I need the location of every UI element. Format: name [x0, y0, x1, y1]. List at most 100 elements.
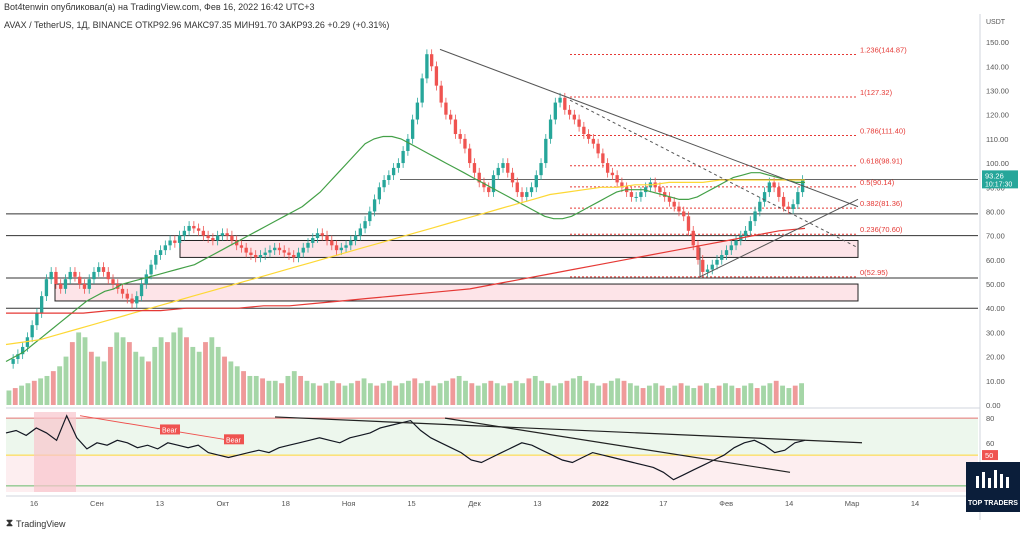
candle-body	[387, 175, 391, 180]
fib-level-label: 0.786(111.40)	[860, 126, 906, 135]
volume-bar	[799, 383, 804, 405]
bear-label-text: Bear	[226, 437, 241, 444]
candle-body	[772, 182, 776, 188]
volume-bar	[678, 383, 684, 405]
price-tick-label: 20.00	[986, 353, 1005, 362]
time-tick-label: 14	[911, 499, 919, 508]
volume-bar	[653, 383, 659, 405]
rsi-tick-label: 80	[986, 414, 994, 423]
rsi-line	[5, 414, 806, 481]
volume-bar	[545, 383, 551, 405]
volume-bar	[222, 356, 227, 405]
volume-bar	[19, 385, 25, 405]
volume-bar	[203, 342, 208, 405]
candle-body	[16, 354, 20, 360]
volume-bar	[76, 332, 82, 405]
candle-body	[420, 78, 424, 103]
price-tick-label: 10.00	[986, 377, 1005, 386]
volume-bar	[704, 383, 709, 405]
candle-body	[620, 182, 624, 188]
rsi-lower-band	[6, 455, 978, 492]
volume-bar	[469, 383, 475, 405]
candle-body	[263, 252, 267, 255]
volume-bar	[456, 375, 462, 405]
volume-bar	[146, 361, 151, 405]
candle-body	[715, 259, 719, 265]
volume-bar	[393, 385, 399, 405]
trendline-rising	[699, 198, 859, 278]
candle-body	[548, 119, 553, 139]
volume-bar	[215, 346, 221, 405]
last-price-text: 93.26	[985, 171, 1004, 180]
candle-body	[510, 172, 515, 183]
candle-body	[239, 245, 244, 248]
candle-body	[349, 240, 353, 246]
volume-bar	[63, 356, 69, 405]
candle-body	[273, 247, 277, 251]
volume-bar	[355, 380, 361, 405]
candle-body	[306, 242, 310, 248]
time-tick-label: Сен	[90, 499, 104, 508]
candle-body	[215, 235, 220, 241]
volume-bar	[44, 375, 50, 405]
volume-bar	[773, 380, 779, 405]
candle-body	[720, 255, 724, 260]
volume-bar	[735, 388, 741, 405]
candle-body	[401, 150, 405, 164]
candle-body	[496, 167, 500, 176]
support-zone	[54, 283, 859, 302]
candle-body	[287, 252, 291, 255]
candle-body	[601, 153, 605, 164]
candle-body	[368, 211, 372, 222]
candle-body	[182, 230, 187, 236]
candle-body	[144, 274, 148, 285]
volume-bar	[450, 378, 456, 405]
rsi-trendline-upper	[274, 416, 863, 444]
candle-body	[658, 187, 662, 193]
candle-body	[468, 148, 472, 164]
candle-body	[44, 279, 49, 297]
candle-body	[677, 206, 681, 212]
candle-body	[296, 252, 301, 258]
fib-level-label: 0.618(98.91)	[860, 157, 903, 166]
volume-bar	[691, 388, 697, 405]
candle-body	[173, 240, 177, 243]
volume-bar	[526, 378, 532, 405]
tv-logo-icon: ⧗	[6, 518, 14, 529]
bear-label-badge	[224, 434, 244, 445]
fib-level-label: 0.382(81.36)	[860, 199, 903, 208]
time-tick-label: 15	[407, 499, 415, 508]
candle-body	[582, 126, 586, 135]
tradingview-logo[interactable]: ⧗ TradingView	[6, 518, 66, 529]
volume-bar	[786, 388, 792, 405]
volume-bar	[139, 356, 145, 405]
volume-bar	[272, 380, 278, 405]
candle-body	[192, 225, 196, 229]
volume-bar	[716, 385, 722, 405]
candle-body	[686, 216, 691, 231]
fib-level-label: 0.5(90.14)	[860, 178, 895, 187]
volume-bar	[361, 378, 367, 405]
candle-body	[68, 271, 72, 280]
volume-bar	[298, 375, 304, 405]
countdown-text: 10:17:30	[985, 181, 1012, 188]
volume-bar	[234, 366, 240, 405]
candle-body	[506, 163, 510, 173]
bear-label-text: Bear	[162, 427, 177, 434]
candle-body	[130, 298, 134, 304]
candle-body	[586, 134, 591, 139]
volume-bar	[209, 337, 215, 405]
candle-body	[73, 271, 77, 277]
top-traders-text: TOP TRADERS	[968, 500, 1018, 507]
candle-body	[211, 238, 215, 241]
candle-body	[258, 255, 263, 258]
candle-body	[187, 225, 191, 231]
candle-body	[244, 247, 248, 253]
volume-bar	[583, 380, 589, 405]
candle-body	[63, 279, 68, 289]
volume-bar	[25, 383, 31, 405]
volume-bar	[507, 383, 513, 405]
volume-bar	[602, 383, 608, 405]
volume-bar	[253, 375, 259, 405]
volume-bar	[107, 346, 113, 405]
